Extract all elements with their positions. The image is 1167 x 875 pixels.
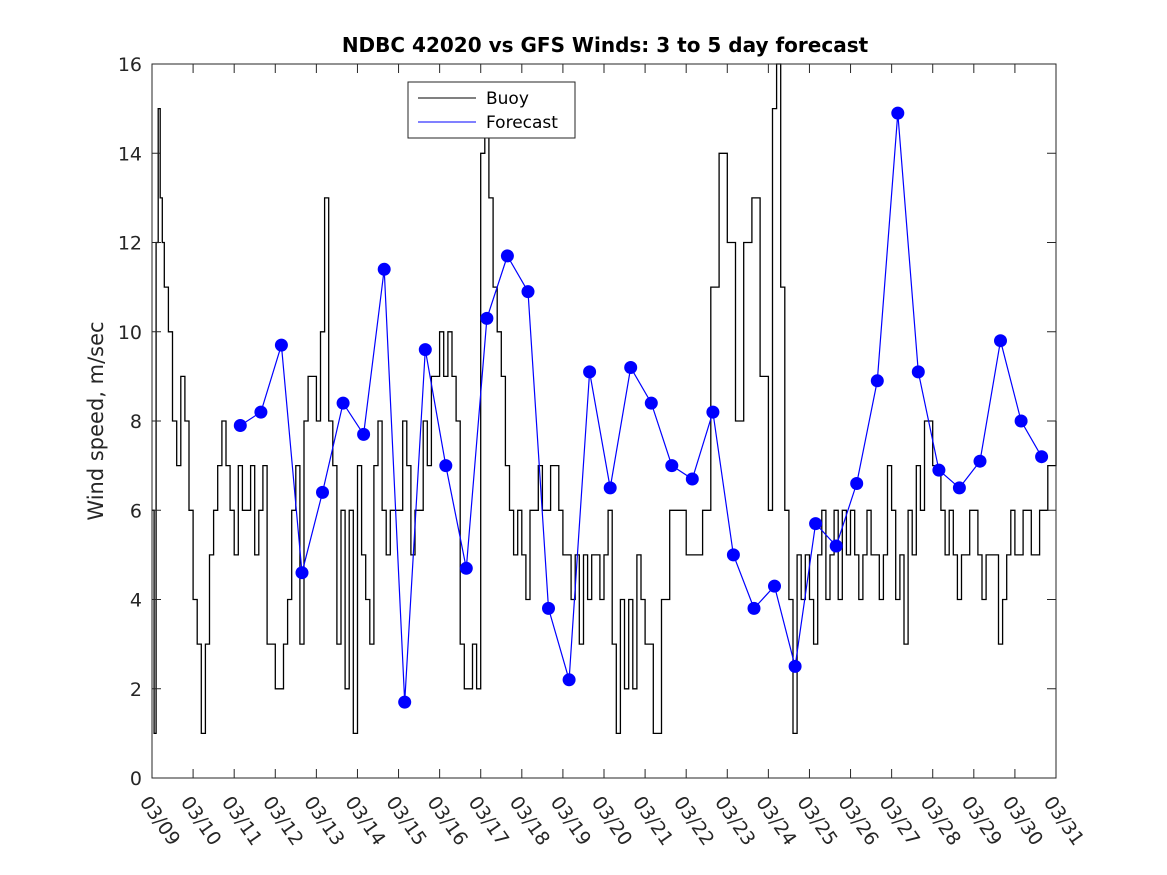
forecast-point xyxy=(829,539,843,553)
forecast-point xyxy=(274,338,288,352)
forecast-point xyxy=(377,262,391,276)
x-tick-label: 03/31 xyxy=(1039,792,1088,849)
forecast-series-line xyxy=(239,113,1043,703)
y-tick-label: 10 xyxy=(118,322,142,344)
legend: Buoy Forecast xyxy=(407,81,576,139)
x-tick-label: 03/27 xyxy=(875,792,924,849)
forecast-point xyxy=(768,579,781,593)
forecast-point xyxy=(911,365,925,379)
x-tick-label: 03/12 xyxy=(258,792,307,849)
x-tick-label: 03/28 xyxy=(916,792,965,849)
forecast-point xyxy=(542,601,555,615)
forecast-point xyxy=(254,405,268,419)
y-tick-label: 4 xyxy=(130,590,142,612)
buoy-series-line xyxy=(152,63,1057,735)
y-tick-label: 2 xyxy=(130,679,142,701)
x-tick-label: 03/23 xyxy=(710,792,759,849)
legend-label-forecast: Forecast xyxy=(486,113,558,133)
forecast-point xyxy=(521,285,535,299)
forecast-point xyxy=(809,517,823,531)
x-tick-label: 03/21 xyxy=(628,792,677,849)
forecast-point xyxy=(480,311,494,325)
x-tick-label: 03/18 xyxy=(505,792,554,849)
forecast-point xyxy=(685,472,699,486)
x-tick-label: 03/16 xyxy=(423,792,472,849)
y-tick-label: 12 xyxy=(118,233,142,255)
forecast-point xyxy=(624,361,638,374)
forecast-point xyxy=(398,695,412,709)
forecast-point xyxy=(788,659,802,673)
forecast-point xyxy=(747,601,761,615)
forecast-point xyxy=(726,548,740,562)
forecast-point xyxy=(500,249,514,263)
forecast-point xyxy=(644,396,658,410)
x-tick-label: 03/30 xyxy=(998,792,1047,849)
plot-frame xyxy=(151,63,1057,779)
x-tick-label: 03/24 xyxy=(751,792,800,849)
forecast-point xyxy=(1014,414,1028,428)
x-tick-label: 03/26 xyxy=(833,792,882,849)
forecast-markers xyxy=(233,106,1049,709)
x-tick-label: 03/15 xyxy=(381,792,430,849)
forecast-point xyxy=(665,459,679,473)
forecast-point xyxy=(316,485,329,499)
forecast-point xyxy=(583,365,597,379)
forecast-point xyxy=(233,419,247,432)
plot-lines xyxy=(152,63,1057,735)
forecast-point xyxy=(562,673,576,687)
axes: 024681012141603/0903/1003/1103/1203/1303… xyxy=(118,54,1089,850)
forecast-point xyxy=(295,566,309,580)
y-axis-label: Wind speed, m/sec xyxy=(84,321,108,520)
forecast-point xyxy=(357,427,371,441)
x-tick-label: 03/14 xyxy=(340,792,389,849)
forecast-point xyxy=(418,343,432,357)
x-tick-label: 03/29 xyxy=(957,792,1006,849)
forecast-point xyxy=(850,477,864,490)
forecast-point xyxy=(952,481,966,495)
legend-box xyxy=(407,81,576,139)
x-tick-label: 03/19 xyxy=(546,792,595,849)
y-tick-label: 16 xyxy=(118,54,142,76)
x-tick-label: 03/25 xyxy=(792,792,841,849)
y-tick-label: 0 xyxy=(130,768,142,790)
x-tick-label: 03/11 xyxy=(217,792,266,849)
y-tick-label: 6 xyxy=(130,500,142,522)
forecast-point xyxy=(603,481,617,495)
forecast-point xyxy=(439,459,453,473)
y-tick-label: 14 xyxy=(118,143,142,165)
forecast-point xyxy=(706,405,720,419)
x-tick-label: 03/17 xyxy=(464,792,513,849)
chart-title: NDBC 42020 vs GFS Winds: 3 to 5 day fore… xyxy=(342,33,869,57)
x-tick-label: 03/22 xyxy=(669,792,718,849)
forecast-point xyxy=(336,396,350,410)
legend-label-buoy: Buoy xyxy=(486,89,529,109)
forecast-point xyxy=(1035,450,1049,464)
forecast-point xyxy=(459,561,473,575)
x-tick-label: 03/13 xyxy=(299,792,348,849)
forecast-point xyxy=(870,374,884,388)
forecast-point xyxy=(891,106,905,120)
x-tick-label: 03/20 xyxy=(587,792,636,849)
forecast-point xyxy=(932,463,946,477)
y-tick-label: 8 xyxy=(130,411,142,433)
forecast-point xyxy=(973,454,987,468)
forecast-point xyxy=(994,334,1007,348)
x-tick-label: 03/10 xyxy=(176,792,225,849)
x-tick-label: 03/09 xyxy=(135,792,184,849)
